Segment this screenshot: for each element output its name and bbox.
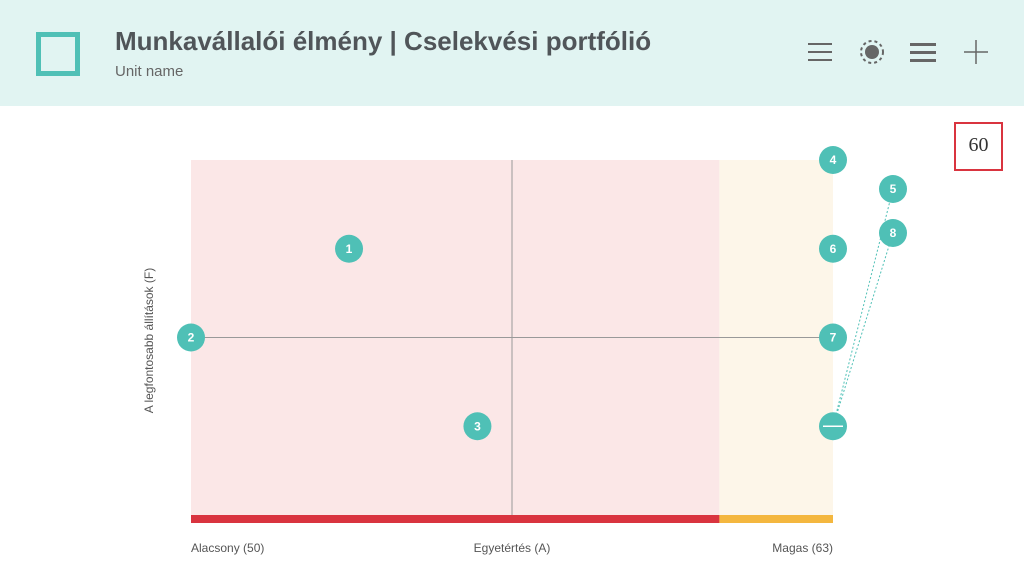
callout-line bbox=[832, 232, 894, 427]
point-label: 4 bbox=[830, 153, 837, 167]
header bbox=[0, 0, 1024, 106]
point-label: 3 bbox=[474, 419, 481, 433]
point bbox=[879, 175, 907, 203]
point-label: 1 bbox=[346, 242, 353, 256]
point-label: 7 bbox=[830, 331, 837, 345]
point bbox=[335, 234, 364, 263]
icon-list[interactable] bbox=[808, 43, 832, 61]
point bbox=[879, 219, 907, 247]
callout-line bbox=[832, 188, 894, 427]
icon-sun[interactable] bbox=[860, 40, 884, 64]
point bbox=[177, 323, 205, 352]
point-label: 2 bbox=[188, 331, 195, 345]
point-label: 6 bbox=[830, 242, 837, 256]
point bbox=[463, 412, 492, 441]
point-label: 5 bbox=[890, 182, 897, 196]
icon-scatter[interactable] bbox=[964, 40, 988, 64]
logo bbox=[36, 32, 80, 76]
subtitle: Unit name bbox=[115, 63, 183, 80]
x-label: Magas (63) bbox=[772, 541, 833, 555]
y-label: A legfontosabb állítások (F) bbox=[142, 268, 156, 413]
icon-filter[interactable] bbox=[910, 43, 936, 62]
point-label: 8 bbox=[890, 226, 897, 240]
badge-value: 60 bbox=[969, 134, 989, 156]
title: Munkavállalói élmény | Cselekvési portfó… bbox=[115, 26, 651, 56]
zone-bar bbox=[719, 515, 833, 523]
badge[interactable] bbox=[954, 122, 1003, 171]
x-label: Egyetértés (A) bbox=[474, 541, 551, 555]
zone-bar bbox=[191, 515, 720, 523]
point bbox=[819, 234, 847, 263]
plot: Alacsony (50) Egyetértés (A) Magas (63) A l… bbox=[142, 146, 907, 555]
point bbox=[819, 323, 847, 352]
x-label: Alacsony (50) bbox=[191, 541, 264, 555]
point bbox=[819, 146, 847, 174]
